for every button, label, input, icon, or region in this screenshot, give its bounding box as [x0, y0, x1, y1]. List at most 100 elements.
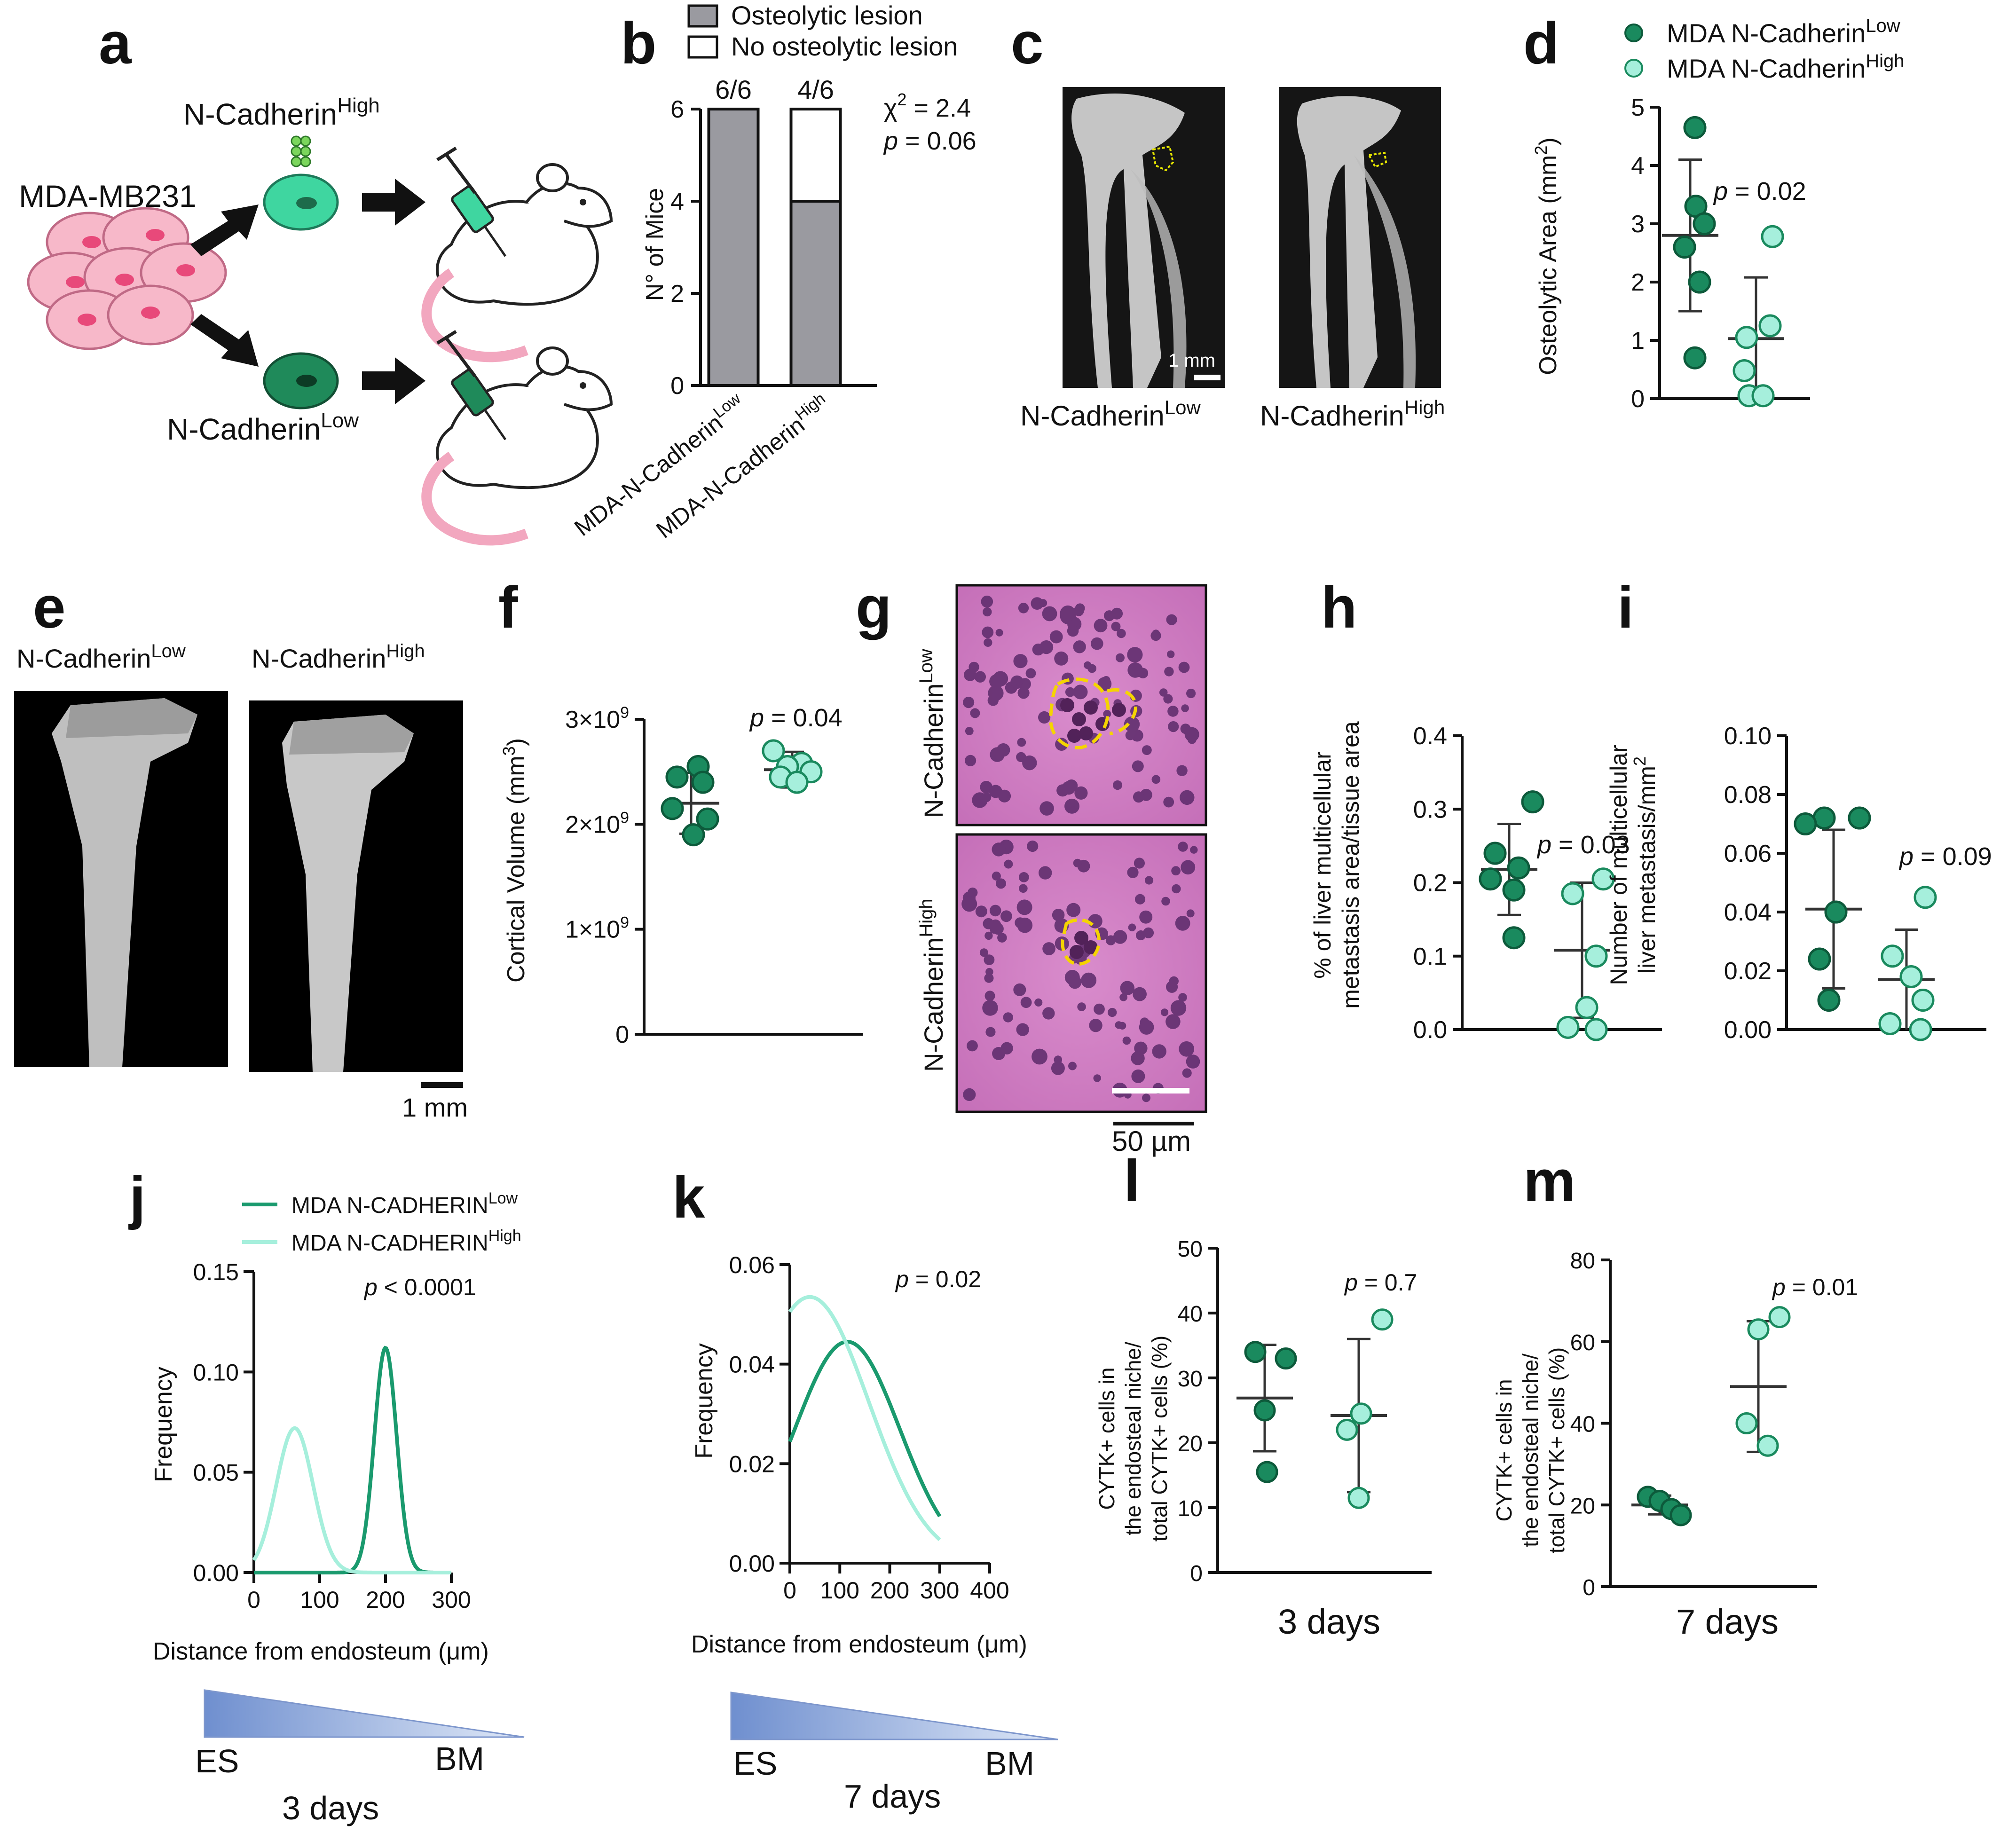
nucleus: [1163, 796, 1174, 808]
y-tick-label: 10: [1178, 1496, 1203, 1521]
nucleus: [1084, 661, 1092, 669]
nucleus: [1074, 786, 1088, 800]
data-point: [1909, 1018, 1932, 1041]
data-point: [1556, 1015, 1580, 1039]
panel-letter-g: g: [856, 575, 891, 640]
nucleus: [1142, 745, 1152, 755]
nucleus: [974, 671, 986, 683]
y-tick-label: 0.02: [729, 1451, 775, 1477]
nucleus: [1019, 884, 1028, 893]
tumor-cell: [1070, 945, 1084, 959]
data-point: [1914, 886, 1937, 909]
panel-letter-e: e: [33, 575, 66, 640]
p-value-label: p = 0.02: [895, 1266, 981, 1292]
nucleus: [1015, 677, 1023, 685]
nucleus: [1040, 801, 1054, 816]
y-tick-label: 0.02: [1724, 958, 1772, 985]
nucleus: [963, 1088, 976, 1101]
nucleus: [1167, 650, 1175, 658]
panel-letter-b: b: [621, 11, 656, 76]
histology-label-low: N-CadherinLow: [916, 649, 948, 818]
nucleus: [1073, 684, 1088, 700]
data-point: [1735, 1412, 1758, 1434]
nucleus: [1094, 619, 1108, 633]
y-tick-label: 0.0: [1413, 1016, 1447, 1044]
nucleus: [1142, 1094, 1150, 1102]
nucleus: [983, 607, 992, 617]
nucleus: [1073, 640, 1086, 653]
nucleus: [1013, 654, 1028, 669]
data-point: [1751, 384, 1775, 408]
x-tick-label: 200: [366, 1587, 405, 1613]
nucleus: [1039, 866, 1052, 880]
lesion-outline: [1367, 151, 1387, 168]
nucleus: [965, 755, 976, 766]
nucleus: [1172, 884, 1181, 894]
nucleus: [1111, 621, 1121, 631]
render-label-low: N-CadherinLow: [16, 641, 186, 673]
y-tick-label: 2: [670, 280, 684, 307]
metastasis-outline: [1107, 688, 1138, 735]
panel-i-chart: Number of multicellularliver metastasis/…: [1606, 723, 1992, 1044]
nucleus: [1181, 860, 1196, 875]
nucleus: [1122, 1036, 1131, 1045]
nucleus: [1139, 910, 1153, 924]
nucleus: [1178, 993, 1187, 1002]
data-point: [1735, 326, 1758, 349]
data-point: [1670, 1504, 1692, 1526]
tumor-cell: [1072, 712, 1086, 726]
nucleus: [987, 695, 999, 706]
panel-k-chart: Frequency Distance from endosteum (μm) p…: [691, 1252, 1058, 1815]
panel-e-bone-render: N-CadherinLow N-CadherinHigh 1 mm: [14, 641, 468, 1122]
nucleus: [970, 708, 980, 718]
data-point: [1350, 1402, 1372, 1425]
data-point: [1371, 1308, 1394, 1331]
y-tick-label: 2×109: [565, 809, 629, 838]
data-point: [1502, 926, 1526, 950]
data-point: [682, 823, 705, 847]
data-point: [1479, 867, 1502, 891]
data-point: [1768, 1306, 1791, 1329]
nucleus: [1161, 897, 1170, 906]
data-point: [1584, 944, 1608, 968]
lesion-outline: [1151, 145, 1174, 172]
nucleus: [1004, 859, 1013, 869]
data-point: [1584, 1018, 1608, 1041]
nucleus: [1042, 1007, 1055, 1020]
data-point: [1591, 867, 1615, 891]
histology-label-high: N-CadherinHigh: [916, 898, 948, 1072]
nucleus: [1178, 842, 1188, 852]
time-caption: 7 days: [1676, 1602, 1779, 1641]
nucleus: [984, 931, 993, 940]
nucleus: [1068, 1062, 1077, 1070]
nucleus: [1128, 923, 1136, 932]
tumor-cell: [1074, 931, 1088, 945]
y-tick-label: 1: [1631, 327, 1645, 354]
panel-d-chart: MDA N-CadherinLow MDA N-CadherinHigh Ost…: [1531, 16, 1905, 413]
nucleus: [1186, 1054, 1200, 1069]
nucleus: [984, 954, 995, 965]
arrow-icon: [190, 179, 425, 404]
nucleus: [992, 671, 1008, 687]
nucleus: [990, 747, 1005, 762]
nucleus: [1135, 930, 1146, 941]
bar-segment: [707, 108, 760, 387]
micrograph-label-low: N-CadherinLow: [1020, 396, 1201, 432]
bar-segment: [789, 200, 842, 387]
nucleus: [1016, 752, 1026, 763]
y-tick-label: 40: [1570, 1412, 1595, 1437]
tumor-cell: [1060, 698, 1074, 712]
nucleus: [985, 1027, 996, 1037]
nucleus: [1038, 711, 1051, 724]
data-point: [1848, 806, 1871, 830]
y-tick-label: 3×109: [565, 704, 629, 733]
x-axis-label: Distance from endosteum (μm): [153, 1638, 489, 1665]
x-tick-label: 0: [247, 1587, 260, 1613]
render-label-high: N-CadherinHigh: [252, 641, 425, 673]
nucleus: [998, 789, 1011, 802]
x-tick-label: 0: [783, 1577, 796, 1604]
nucleus: [1066, 903, 1081, 917]
nucleus: [992, 871, 1001, 881]
nucleus: [1054, 651, 1069, 666]
nucleus: [1089, 1019, 1102, 1032]
